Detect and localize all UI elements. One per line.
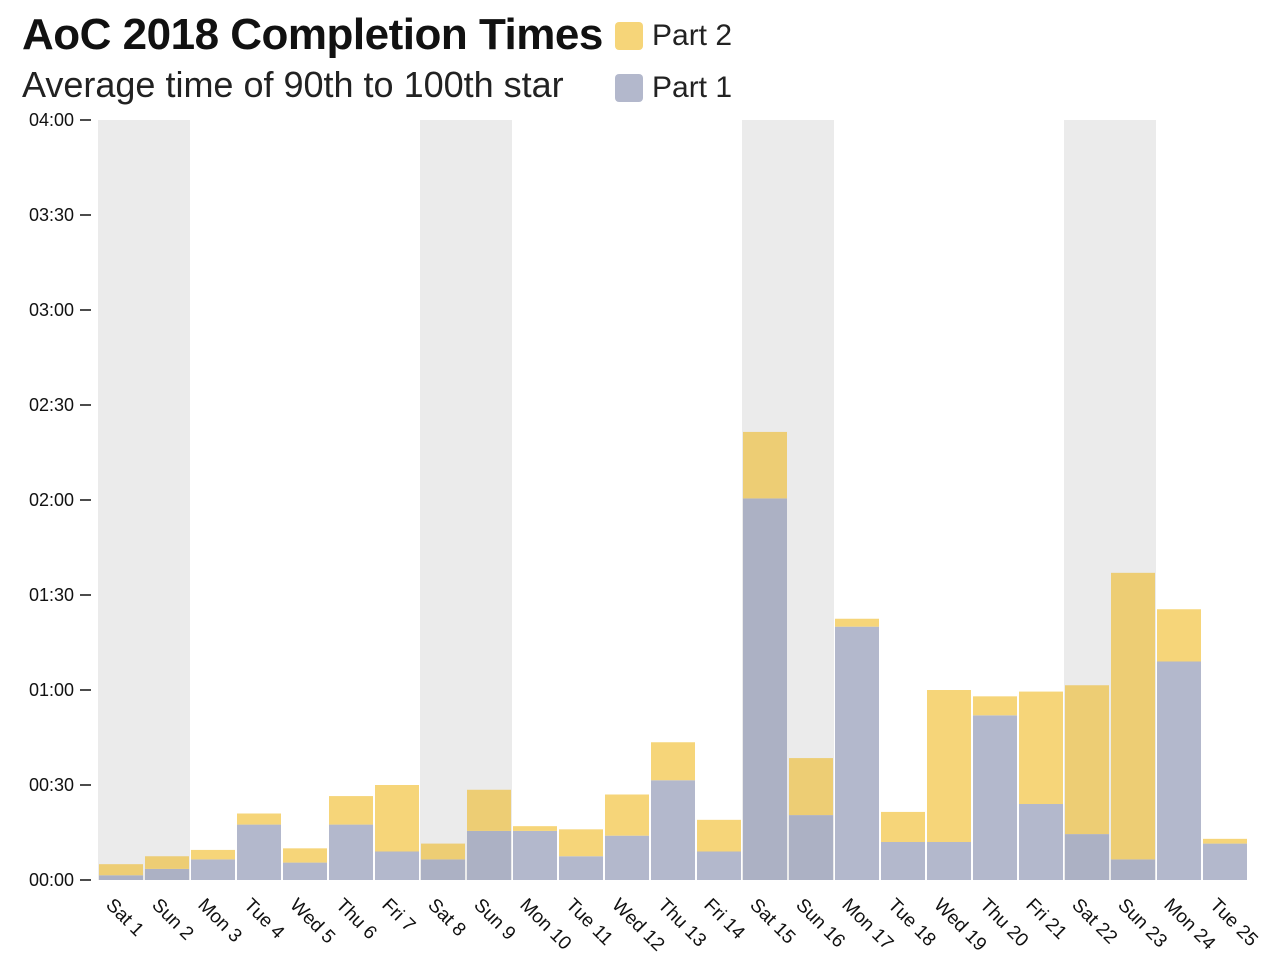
y-tick-label-7: 03:30 xyxy=(29,205,74,225)
bar-part-2-sat-8 xyxy=(421,843,465,860)
bar-part-2-sat-22 xyxy=(1065,685,1109,835)
bar-part-1-thu-13 xyxy=(651,780,695,880)
bar-part-1-wed-19 xyxy=(927,842,971,880)
bar-part-1-thu-20 xyxy=(973,715,1017,880)
bar-part-2-fri-14 xyxy=(697,819,741,852)
x-tick-label-thu-6: Thu 6 xyxy=(331,895,380,944)
x-tick-label-sat-15: Sat 15 xyxy=(745,895,799,949)
bar-part-2-sat-15 xyxy=(743,431,787,499)
y-tick-label-3: 01:30 xyxy=(29,585,74,605)
x-tick-label-fri-7: Fri 7 xyxy=(377,895,419,937)
weekend-band-sat-1 xyxy=(98,120,190,880)
bar-part-2-sun-2 xyxy=(145,856,189,869)
bar-part-2-wed-5 xyxy=(283,848,327,863)
x-tick-label-sat-8: Sat 8 xyxy=(423,895,469,941)
x-tick-label-sun-23: Sun 23 xyxy=(1113,895,1170,952)
y-tick-label-4: 02:00 xyxy=(29,490,74,510)
chart-title: AoC 2018 Completion Times xyxy=(22,10,603,59)
x-tick-label-mon-3: Mon 3 xyxy=(193,895,245,947)
bar-part-2-mon-3 xyxy=(191,849,235,860)
legend-swatch-part-2 xyxy=(615,22,643,50)
weekend-overlay-sat-22 xyxy=(1064,120,1156,880)
bar-part-1-mon-3 xyxy=(191,859,235,880)
bar-part-2-thu-6 xyxy=(329,796,373,825)
bar-part-1-mon-10 xyxy=(513,830,557,880)
y-tick-label-1: 00:30 xyxy=(29,775,74,795)
bar-part-2-sun-16 xyxy=(789,758,833,816)
weekend-overlay-sat-1 xyxy=(98,120,190,880)
bar-part-1-tue-4 xyxy=(237,824,281,880)
y-tick-label-0: 00:00 xyxy=(29,870,74,890)
x-tick-label-wed-5: Wed 5 xyxy=(285,895,338,948)
bar-part-1-tue-25 xyxy=(1203,843,1247,880)
x-tick-label-sat-1: Sat 1 xyxy=(101,895,147,941)
chart-subtitle: Average time of 90th to 100th star xyxy=(22,64,564,105)
bar-part-2-thu-13 xyxy=(651,742,695,781)
bar-part-1-sat-22 xyxy=(1065,834,1109,880)
bar-part-2-fri-7 xyxy=(375,785,419,852)
bar-part-2-tue-25 xyxy=(1203,838,1247,844)
y-tick-label-6: 03:00 xyxy=(29,300,74,320)
bar-part-1-sun-16 xyxy=(789,815,833,880)
bar-part-1-fri-7 xyxy=(375,851,419,880)
bar-part-1-tue-11 xyxy=(559,856,603,880)
bars xyxy=(99,431,1247,880)
bar-part-1-sat-1 xyxy=(99,875,143,880)
bar-part-2-mon-24 xyxy=(1157,609,1201,662)
legend-swatch-part-1 xyxy=(615,74,643,102)
bar-part-1-mon-24 xyxy=(1157,661,1201,880)
bar-part-2-mon-17 xyxy=(835,618,879,627)
y-tick-label-5: 02:30 xyxy=(29,395,74,415)
x-tick-label-sat-22: Sat 22 xyxy=(1067,895,1121,949)
bar-part-2-sat-1 xyxy=(99,864,143,876)
weekend-overlay-sat-15 xyxy=(742,120,834,880)
bar-part-2-tue-4 xyxy=(237,813,281,825)
weekend-overlay-sat-8 xyxy=(420,120,512,880)
bar-part-1-sun-2 xyxy=(145,868,189,880)
x-tick-label-tue-4: Tue 4 xyxy=(239,895,288,944)
bar-part-2-thu-20 xyxy=(973,696,1017,716)
y-axis: 00:00 00:30 01:00 01:30 02:00 02:30 03:00 03:30… xyxy=(29,110,91,890)
bar-part-1-tue-18 xyxy=(881,842,925,880)
bar-part-2-wed-19 xyxy=(927,690,971,842)
bar-part-2-wed-12 xyxy=(605,794,649,836)
bar-part-1-sat-8 xyxy=(421,859,465,880)
bar-part-1-wed-12 xyxy=(605,835,649,880)
bar-part-1-thu-6 xyxy=(329,824,373,880)
bar-part-1-fri-14 xyxy=(697,851,741,880)
x-tick-label-sun-16: Sun 16 xyxy=(791,895,848,952)
weekend-band-sat-8 xyxy=(420,120,512,880)
bar-part-1-fri-21 xyxy=(1019,804,1063,880)
bar-part-1-sat-15 xyxy=(743,498,787,880)
bar-part-1-mon-17 xyxy=(835,626,879,880)
legend-item-part-1: Part 1 xyxy=(615,71,732,105)
bar-part-2-sun-9 xyxy=(467,789,511,831)
bar-part-1-sun-23 xyxy=(1111,859,1155,880)
bar-part-1-sun-9 xyxy=(467,830,511,880)
legend-item-part-2: Part 2 xyxy=(615,19,732,53)
bar-part-2-sun-23 xyxy=(1111,572,1155,860)
y-tick-label-8: 04:00 xyxy=(29,110,74,130)
bar-part-2-mon-10 xyxy=(513,826,557,831)
bar-part-2-fri-21 xyxy=(1019,691,1063,804)
x-tick-label-sun-2: Sun 2 xyxy=(147,895,197,945)
legend-label-part-2: Part 2 xyxy=(652,19,733,52)
y-tick-label-2: 01:00 xyxy=(29,680,74,700)
bar-part-2-tue-11 xyxy=(559,829,603,857)
bar-part-2-tue-18 xyxy=(881,811,925,842)
x-tick-label-sun-9: Sun 9 xyxy=(469,895,519,945)
bar-part-1-wed-5 xyxy=(283,862,327,880)
legend-label-part-1: Part 1 xyxy=(652,71,733,104)
